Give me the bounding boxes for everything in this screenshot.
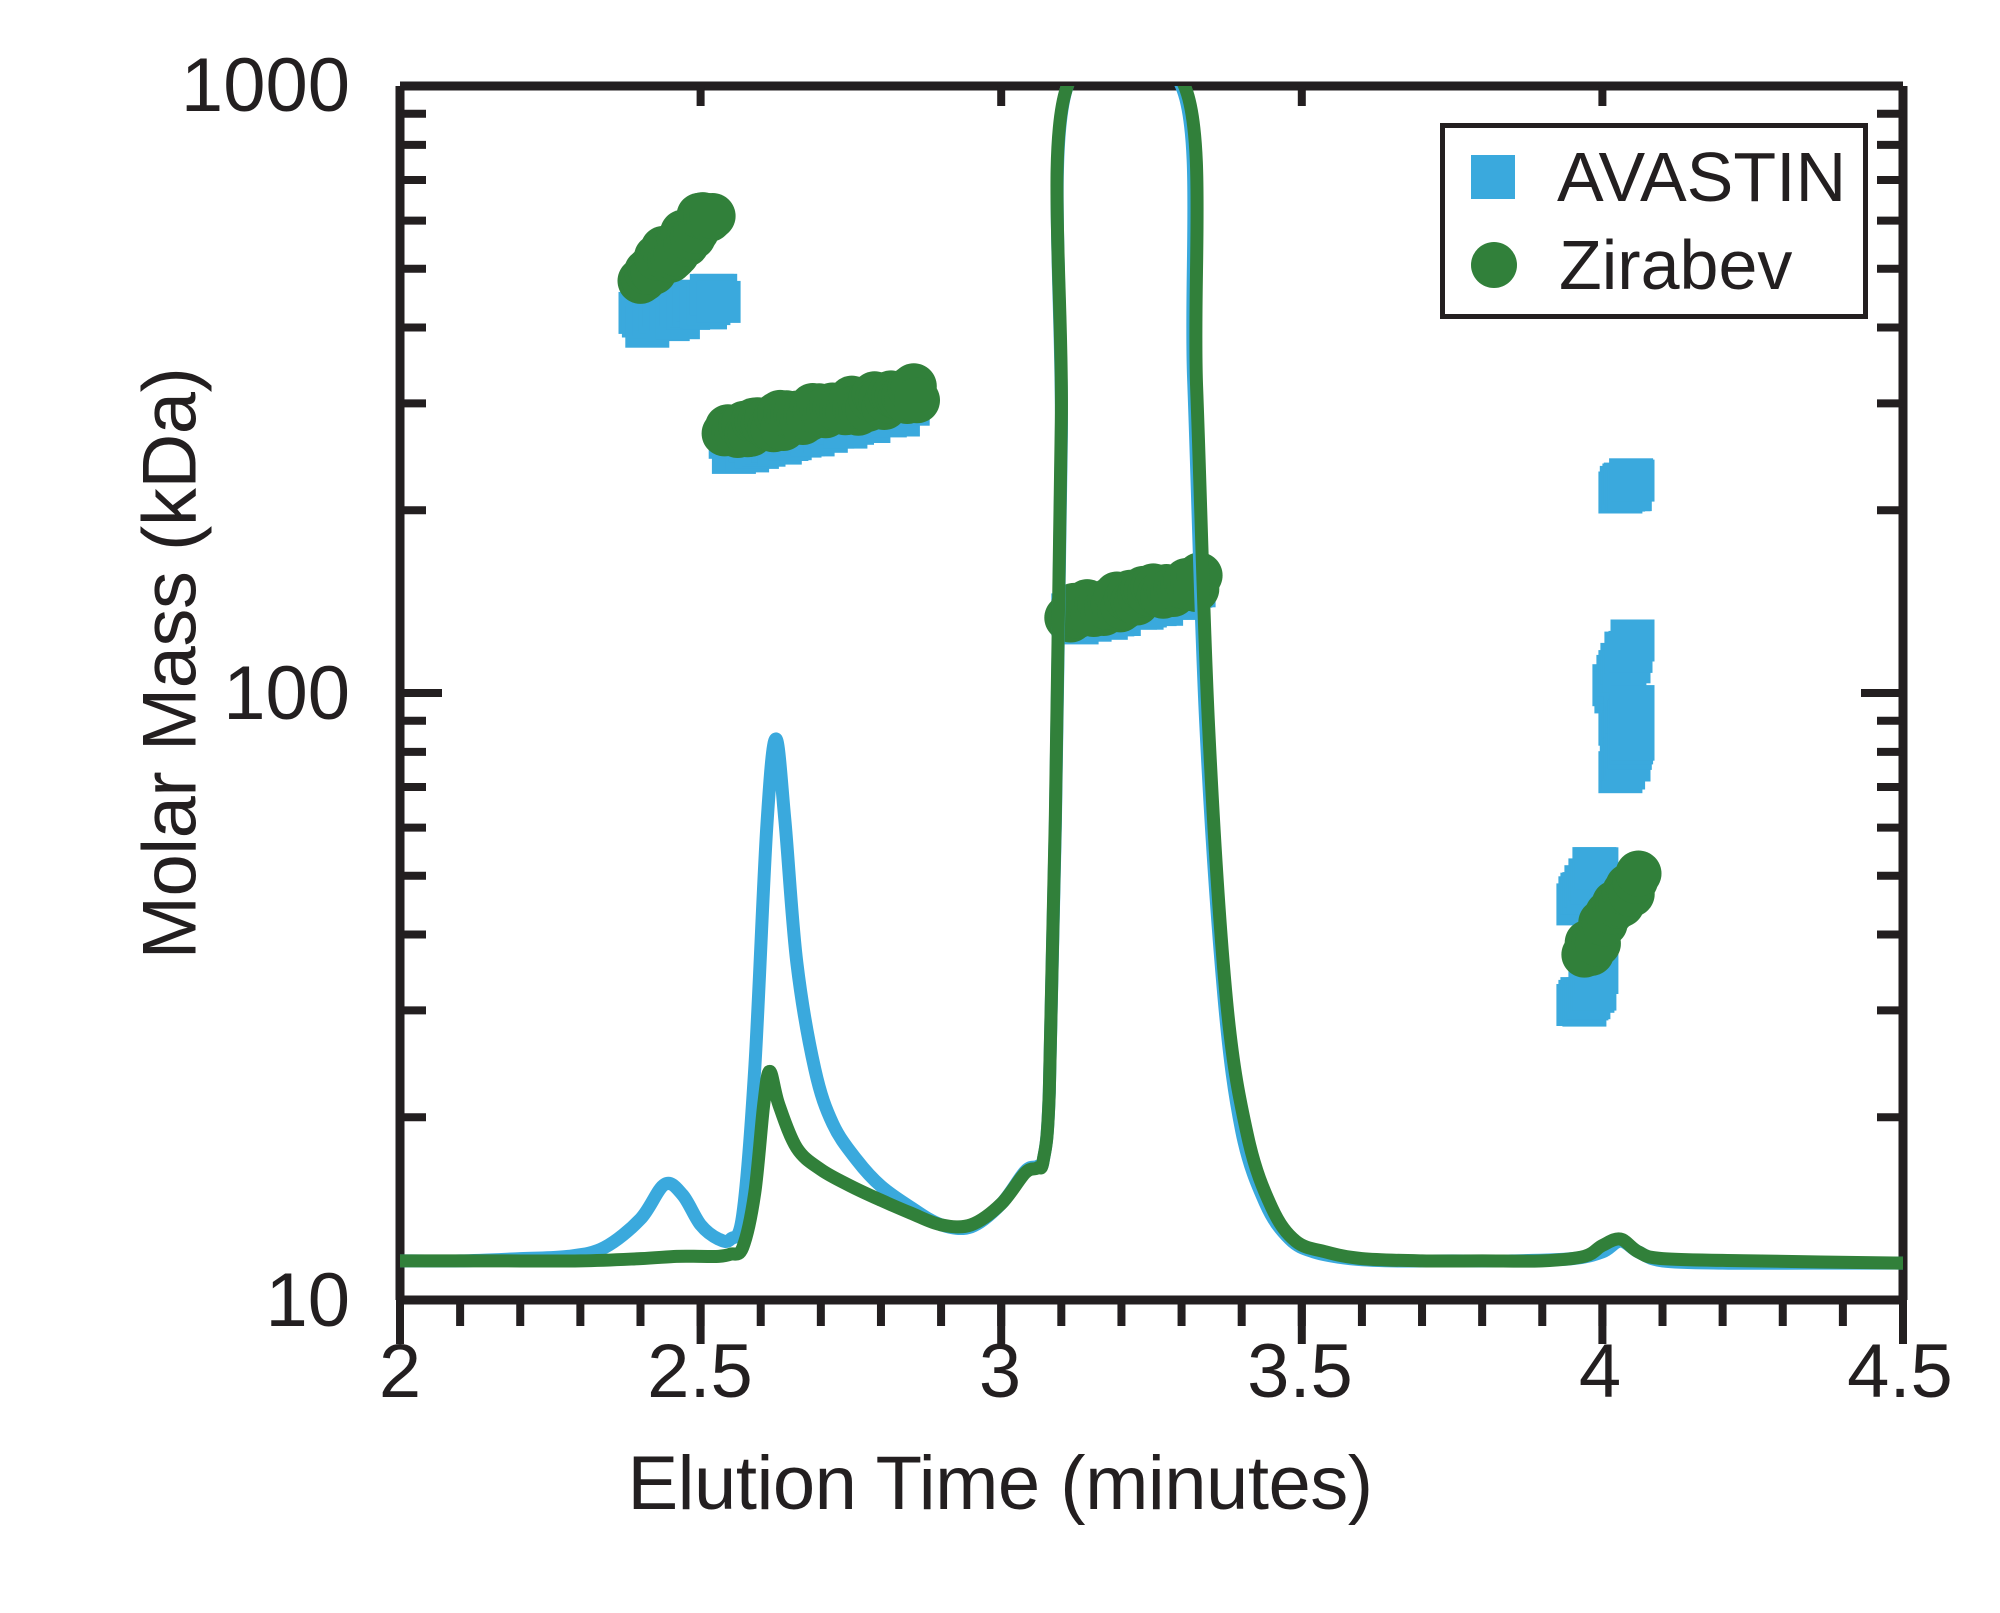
chart-legend: AVASTIN Zirabev [1440, 123, 1868, 319]
legend-label-avastin: AVASTIN [1557, 138, 1847, 216]
series-markers-avastin [618, 273, 1655, 1027]
square-marker-icon [1471, 155, 1515, 199]
legend-label-zirabev: Zirabev [1559, 226, 1793, 304]
series-line-zirabev [400, 86, 1903, 1270]
y-tick-label-1000: 1000 [180, 43, 350, 128]
y-tick-label-100: 100 [223, 651, 350, 736]
legend-item-avastin: AVASTIN [1445, 133, 1863, 221]
series-markers-zirabev [617, 192, 1662, 978]
x-axis-ticks [396, 86, 1907, 1344]
y-axis-ticks [400, 82, 1903, 1304]
legend-item-zirabev: Zirabev [1445, 221, 1863, 309]
circle-marker-icon [1471, 242, 1517, 288]
x-axis-title: Elution Time (minutes) [627, 1441, 1373, 1526]
y-tick-label-10: 10 [265, 1258, 350, 1343]
